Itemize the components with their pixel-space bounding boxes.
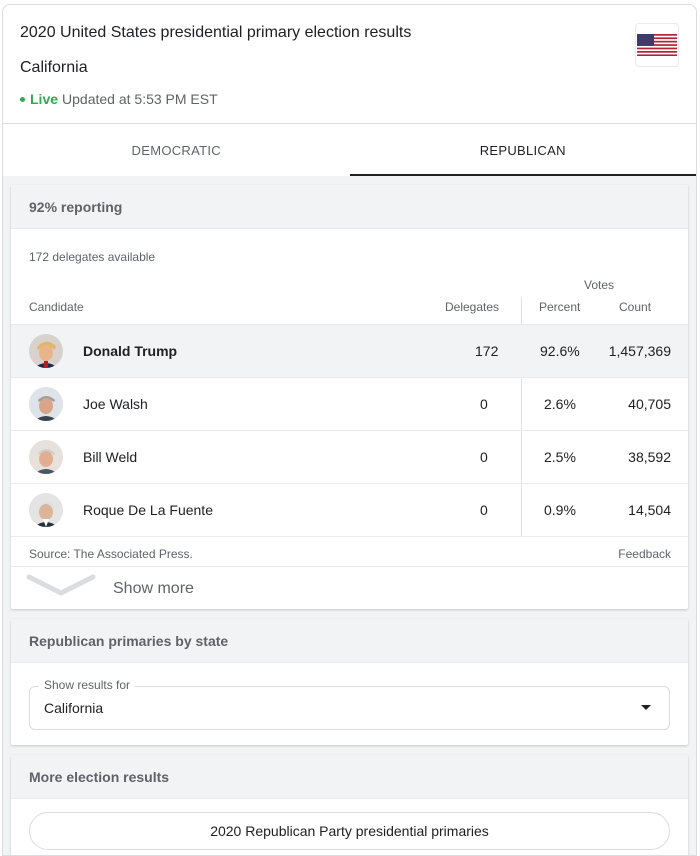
count-value: 1,457,369 [608, 343, 671, 359]
avatar [29, 334, 63, 368]
candidate-name: Joe Walsh [83, 396, 148, 412]
delegates-available: 172 delegates available [29, 250, 156, 264]
state-select-label: Show results for [39, 678, 136, 692]
reporting-header: 92% reporting [11, 185, 688, 229]
us-flag-icon [635, 23, 679, 67]
avatar [29, 440, 63, 474]
delegates-value: 0 [480, 449, 488, 465]
candidate-column-header: Candidate [29, 300, 84, 314]
live-status: Live Updated at 5:53 PM EST [20, 91, 218, 107]
avatar [29, 387, 63, 421]
results-panel: 92% reporting 172 delegates available Vo… [11, 185, 688, 609]
state-select-value: California [44, 700, 104, 716]
more-results-heading: More election results [11, 755, 688, 799]
percent-value: 0.9% [544, 502, 576, 518]
count-value: 40,705 [628, 396, 671, 412]
region-subtitle: California [20, 59, 88, 76]
card-header: 2020 United States presidential primary … [3, 5, 696, 123]
percent-value: 2.5% [544, 449, 576, 465]
election-card: 2020 United States presidential primary … [2, 4, 697, 856]
percent-value: 2.6% [544, 396, 576, 412]
tab-democratic[interactable]: DEMOCRATIC [131, 142, 221, 158]
percent-value: 92.6% [540, 343, 580, 359]
candidate-name: Bill Weld [83, 449, 138, 465]
more-results-panel: More election results 2020 Republican Pa… [11, 755, 688, 855]
count-value: 38,592 [628, 449, 671, 465]
tab-republican[interactable]: REPUBLICAN [349, 124, 697, 176]
live-dot-icon [20, 96, 25, 102]
updated-text: Updated at 5:53 PM EST [62, 91, 218, 107]
count-column-header: Count [619, 300, 652, 314]
state-select[interactable]: Show results for California [29, 678, 670, 730]
feedback-link[interactable]: Feedback [618, 547, 671, 561]
delegates-value: 172 [475, 343, 499, 359]
show-more-label: Show more [113, 580, 194, 597]
chevron-down-icon [26, 574, 96, 596]
by-state-heading: Republican primaries by state [11, 619, 688, 663]
source-note: Source: The Associated Press. [29, 547, 193, 561]
show-more-button[interactable]: Show more [11, 566, 688, 609]
party-tabs: DEMOCRATIC REPUBLICAN [3, 123, 696, 176]
avatar [29, 493, 63, 527]
page-title: 2020 United States presidential primary … [20, 24, 412, 41]
table-row[interactable]: Joe Walsh 0 2.6% 40,705 [11, 377, 688, 430]
table-bottom-border [11, 536, 688, 537]
table-row[interactable]: Bill Weld 0 2.5% 38,592 [11, 430, 688, 483]
delegates-value: 0 [480, 502, 488, 518]
votes-group-header: Votes [584, 278, 615, 292]
live-label: Live [30, 91, 59, 107]
delegates-column-header: Delegates [445, 300, 500, 314]
delegates-value: 0 [480, 396, 488, 412]
candidate-name: Roque De La Fuente [83, 502, 213, 518]
candidate-name: Donald Trump [83, 343, 178, 359]
primaries-by-state-panel: Republican primaries by state Show resul… [11, 619, 688, 745]
count-value: 14,504 [628, 502, 671, 518]
table-row[interactable]: Donald Trump 172 92.6% 1,457,369 [11, 324, 688, 377]
column-divider [521, 297, 522, 537]
republican-primaries-link[interactable]: 2020 Republican Party presidential prima… [29, 812, 670, 850]
percent-column-header: Percent [539, 300, 581, 314]
caret-down-icon [641, 705, 651, 710]
table-row[interactable]: Roque De La Fuente 0 0.9% 14,504 [11, 483, 688, 536]
